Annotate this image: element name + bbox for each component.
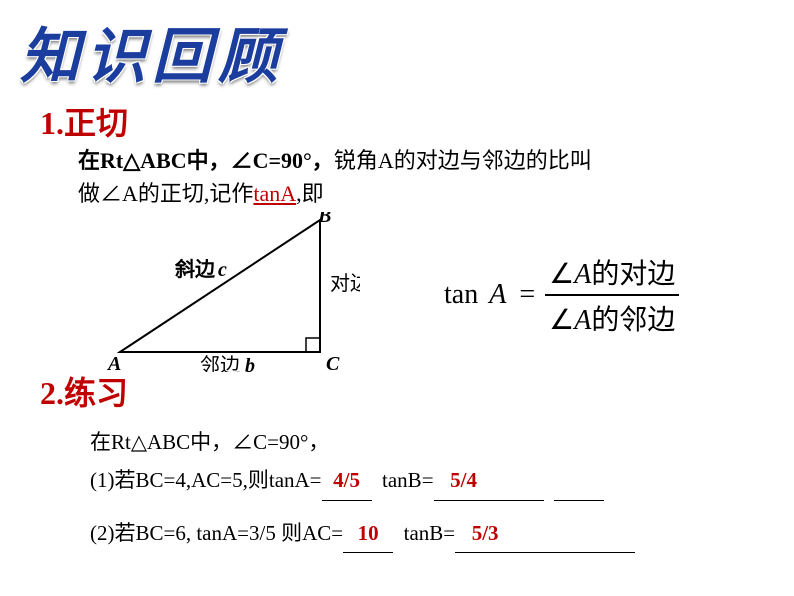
q2-ans1: 10 xyxy=(343,515,393,554)
tangent-formula: tan A = ∠A的对边 ∠A的邻边 xyxy=(440,252,679,338)
section-2-label: 练习 xyxy=(64,375,128,411)
title-char: 识 xyxy=(86,8,148,95)
section-2-num: 2. xyxy=(40,375,64,411)
q1-mid xyxy=(372,468,383,492)
tangent-definition: 在Rt△ABC中，∠C=90°，锐角A的对边与邻边的比叫 做∠A的正切,记作ta… xyxy=(78,144,678,210)
formula-denominator: ∠A的邻边 xyxy=(545,295,679,338)
def-tanA: tanA xyxy=(253,181,296,206)
q2-mid-label: tanB= xyxy=(404,521,456,545)
formula-lhs: tan A = xyxy=(440,252,545,338)
q1-trail-blank xyxy=(554,462,604,501)
q2-mid xyxy=(393,521,404,545)
def-bold: 在Rt△ABC中，∠C=90°， xyxy=(78,148,334,173)
q2-ans2: 5/3 xyxy=(455,515,515,554)
svg-text:c: c xyxy=(218,259,227,281)
q1-ans2: 5/4 xyxy=(434,462,494,501)
title-char: 回 xyxy=(152,8,214,95)
right-triangle-diagram: A B C 斜边 c 对边 a 邻边 b xyxy=(100,212,360,372)
section-1-num: 1. xyxy=(40,105,64,141)
exercise-q1: (1)若BC=4,AC=5,则tanA=4/5 tanB=5/4 xyxy=(90,462,635,501)
triangle-svg: A B C 斜边 c 对边 a 邻边 b xyxy=(100,212,360,372)
svg-text:对边: 对边 xyxy=(330,272,360,295)
def-rest1: 锐角A的对边与邻边的比叫 xyxy=(334,148,592,173)
review-title: 知 识 回 顾 xyxy=(20,8,280,95)
def-pre2: 做∠A的正切,记作 xyxy=(78,181,253,206)
def-post2: ,即 xyxy=(296,181,324,206)
exercise-q2: (2)若BC=6, tanA=3/5 则AC=10 tanB=5/3 xyxy=(90,515,635,554)
q1-extra-blank xyxy=(494,462,544,501)
svg-text:b: b xyxy=(245,355,255,372)
svg-text:邻边: 邻边 xyxy=(200,354,240,372)
exercise-header: 在Rt△ABC中，∠C=90°， xyxy=(90,424,635,462)
q1-mid-label: tanB= xyxy=(382,468,434,492)
section-1-label: 正切 xyxy=(64,105,128,141)
svg-text:斜边: 斜边 xyxy=(174,257,216,281)
q2-trail-blank xyxy=(515,515,635,554)
section-1-heading: 1.正切 xyxy=(40,98,128,144)
title-char: 顾 xyxy=(218,8,280,95)
q1-prefix: (1)若BC=4,AC=5,则tanA= xyxy=(90,468,322,492)
svg-text:B: B xyxy=(317,212,331,227)
title-char: 知 xyxy=(20,8,82,95)
formula-numerator: ∠A的对边 xyxy=(545,252,679,295)
exercise-block: 在Rt△ABC中，∠C=90°， (1)若BC=4,AC=5,则tanA=4/5… xyxy=(90,424,635,553)
q1-ans1: 4/5 xyxy=(322,462,372,501)
svg-text:C: C xyxy=(326,353,340,372)
section-2-heading: 2.练习 xyxy=(40,368,128,414)
q2-prefix: (2)若BC=6, tanA=3/5 则AC= xyxy=(90,521,343,545)
